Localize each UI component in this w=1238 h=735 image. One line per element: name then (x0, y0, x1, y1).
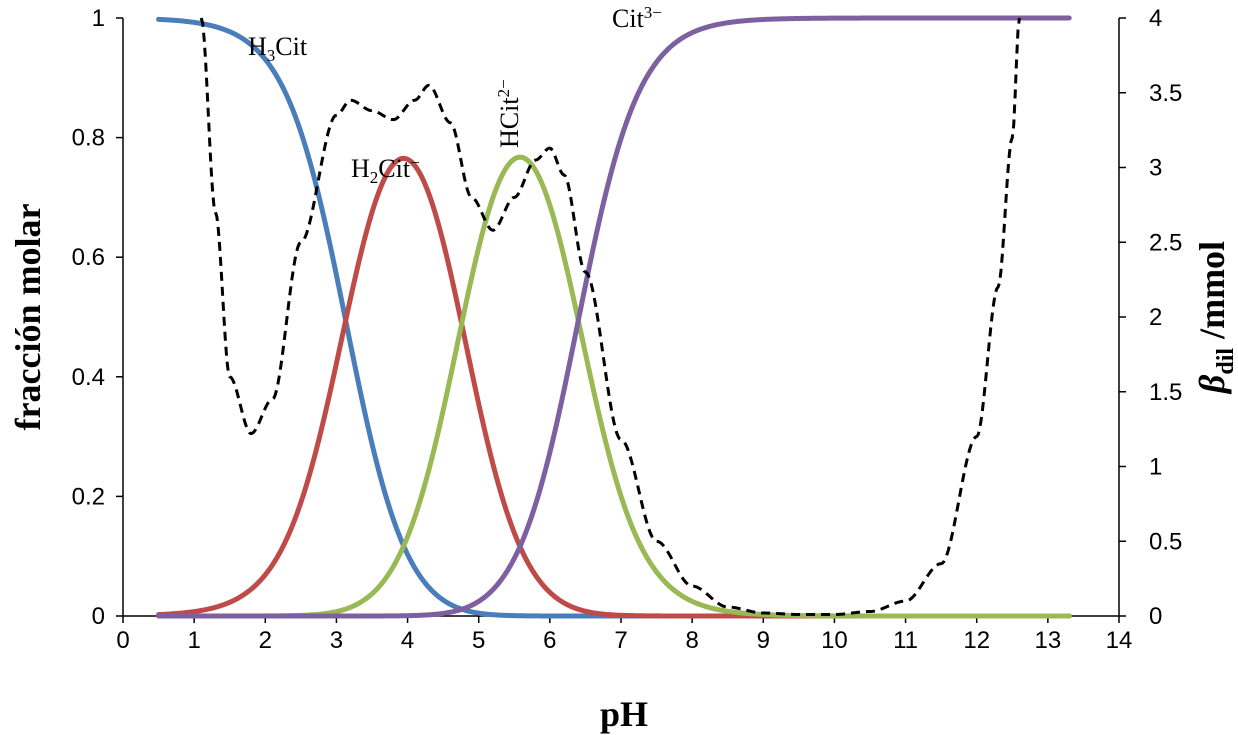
x-tick-label: 8 (685, 627, 698, 654)
y-right-title-sub: dil (1213, 348, 1238, 375)
series-h2cit (156, 155, 1072, 619)
x-tick-label: 6 (543, 627, 556, 654)
y-right-tick-label: 2 (1149, 304, 1162, 331)
label-cit: Cit3− (612, 3, 662, 33)
y-right-tick-label: 2.5 (1149, 229, 1182, 256)
y-right-title-rest: /mmol (1192, 241, 1232, 348)
y-left-tick-label: 0.6 (72, 244, 105, 271)
series-cit (156, 15, 1072, 619)
x-tick-label: 14 (1106, 627, 1133, 654)
tick-labels: 0 1 2 3 4 5 6 7 8 9 10 11 12 13 1400.20.40.60.8100.511… (72, 5, 1183, 654)
y-right-tick-label: 1.5 (1149, 379, 1182, 406)
series-beta-dil (199, 17, 1021, 616)
y-right-title-main: β (1192, 374, 1232, 395)
label-hcit: HCit2− (494, 79, 524, 148)
series-layer (156, 15, 1072, 619)
y-right-tick-label: 3.5 (1149, 80, 1182, 107)
x-tick-label: 5 (472, 627, 485, 654)
x-tick-label: 9 (757, 627, 770, 654)
label-h3cit: H3Cit (248, 32, 308, 65)
x-tick-label: 4 (401, 627, 414, 654)
y-right-tick-label: 4 (1149, 5, 1162, 32)
x-tick-label: 0 (116, 627, 129, 654)
label-h2cit: H2Cit− (351, 153, 420, 187)
series-h3cit (156, 16, 1072, 619)
species-labels: H3Cit H2Cit− HCit2− Cit3− (248, 3, 662, 187)
series-hcit (156, 154, 1072, 619)
y-right-tick-label: 0 (1149, 603, 1162, 630)
y-left-tick-label: 1 (92, 5, 105, 32)
x-tick-label: 7 (614, 627, 627, 654)
x-tick-label: 12 (963, 627, 990, 654)
y-left-axis-title: fracción molar (8, 204, 48, 431)
y-left-tick-label: 0.2 (72, 483, 105, 510)
y-left-tick-label: 0.4 (72, 364, 105, 391)
y-left-tick-label: 0 (92, 603, 105, 630)
x-tick-label: 2 (259, 627, 272, 654)
x-tick-label: 13 (1035, 627, 1062, 654)
x-tick-label: 1 (187, 627, 200, 654)
y-right-tick-label: 3 (1149, 155, 1162, 182)
y-right-tick-label: 1 (1149, 454, 1162, 481)
axes (116, 17, 1126, 623)
y-right-tick-label: 0.5 (1149, 528, 1182, 555)
x-tick-label: 11 (893, 627, 918, 654)
y-left-tick-label: 0.8 (72, 125, 105, 152)
x-axis-title: pH (600, 694, 648, 734)
x-tick-label: 10 (821, 627, 848, 654)
x-tick-label: 3 (330, 627, 343, 654)
y-right-axis-title: βdil /mmol (1192, 241, 1238, 395)
